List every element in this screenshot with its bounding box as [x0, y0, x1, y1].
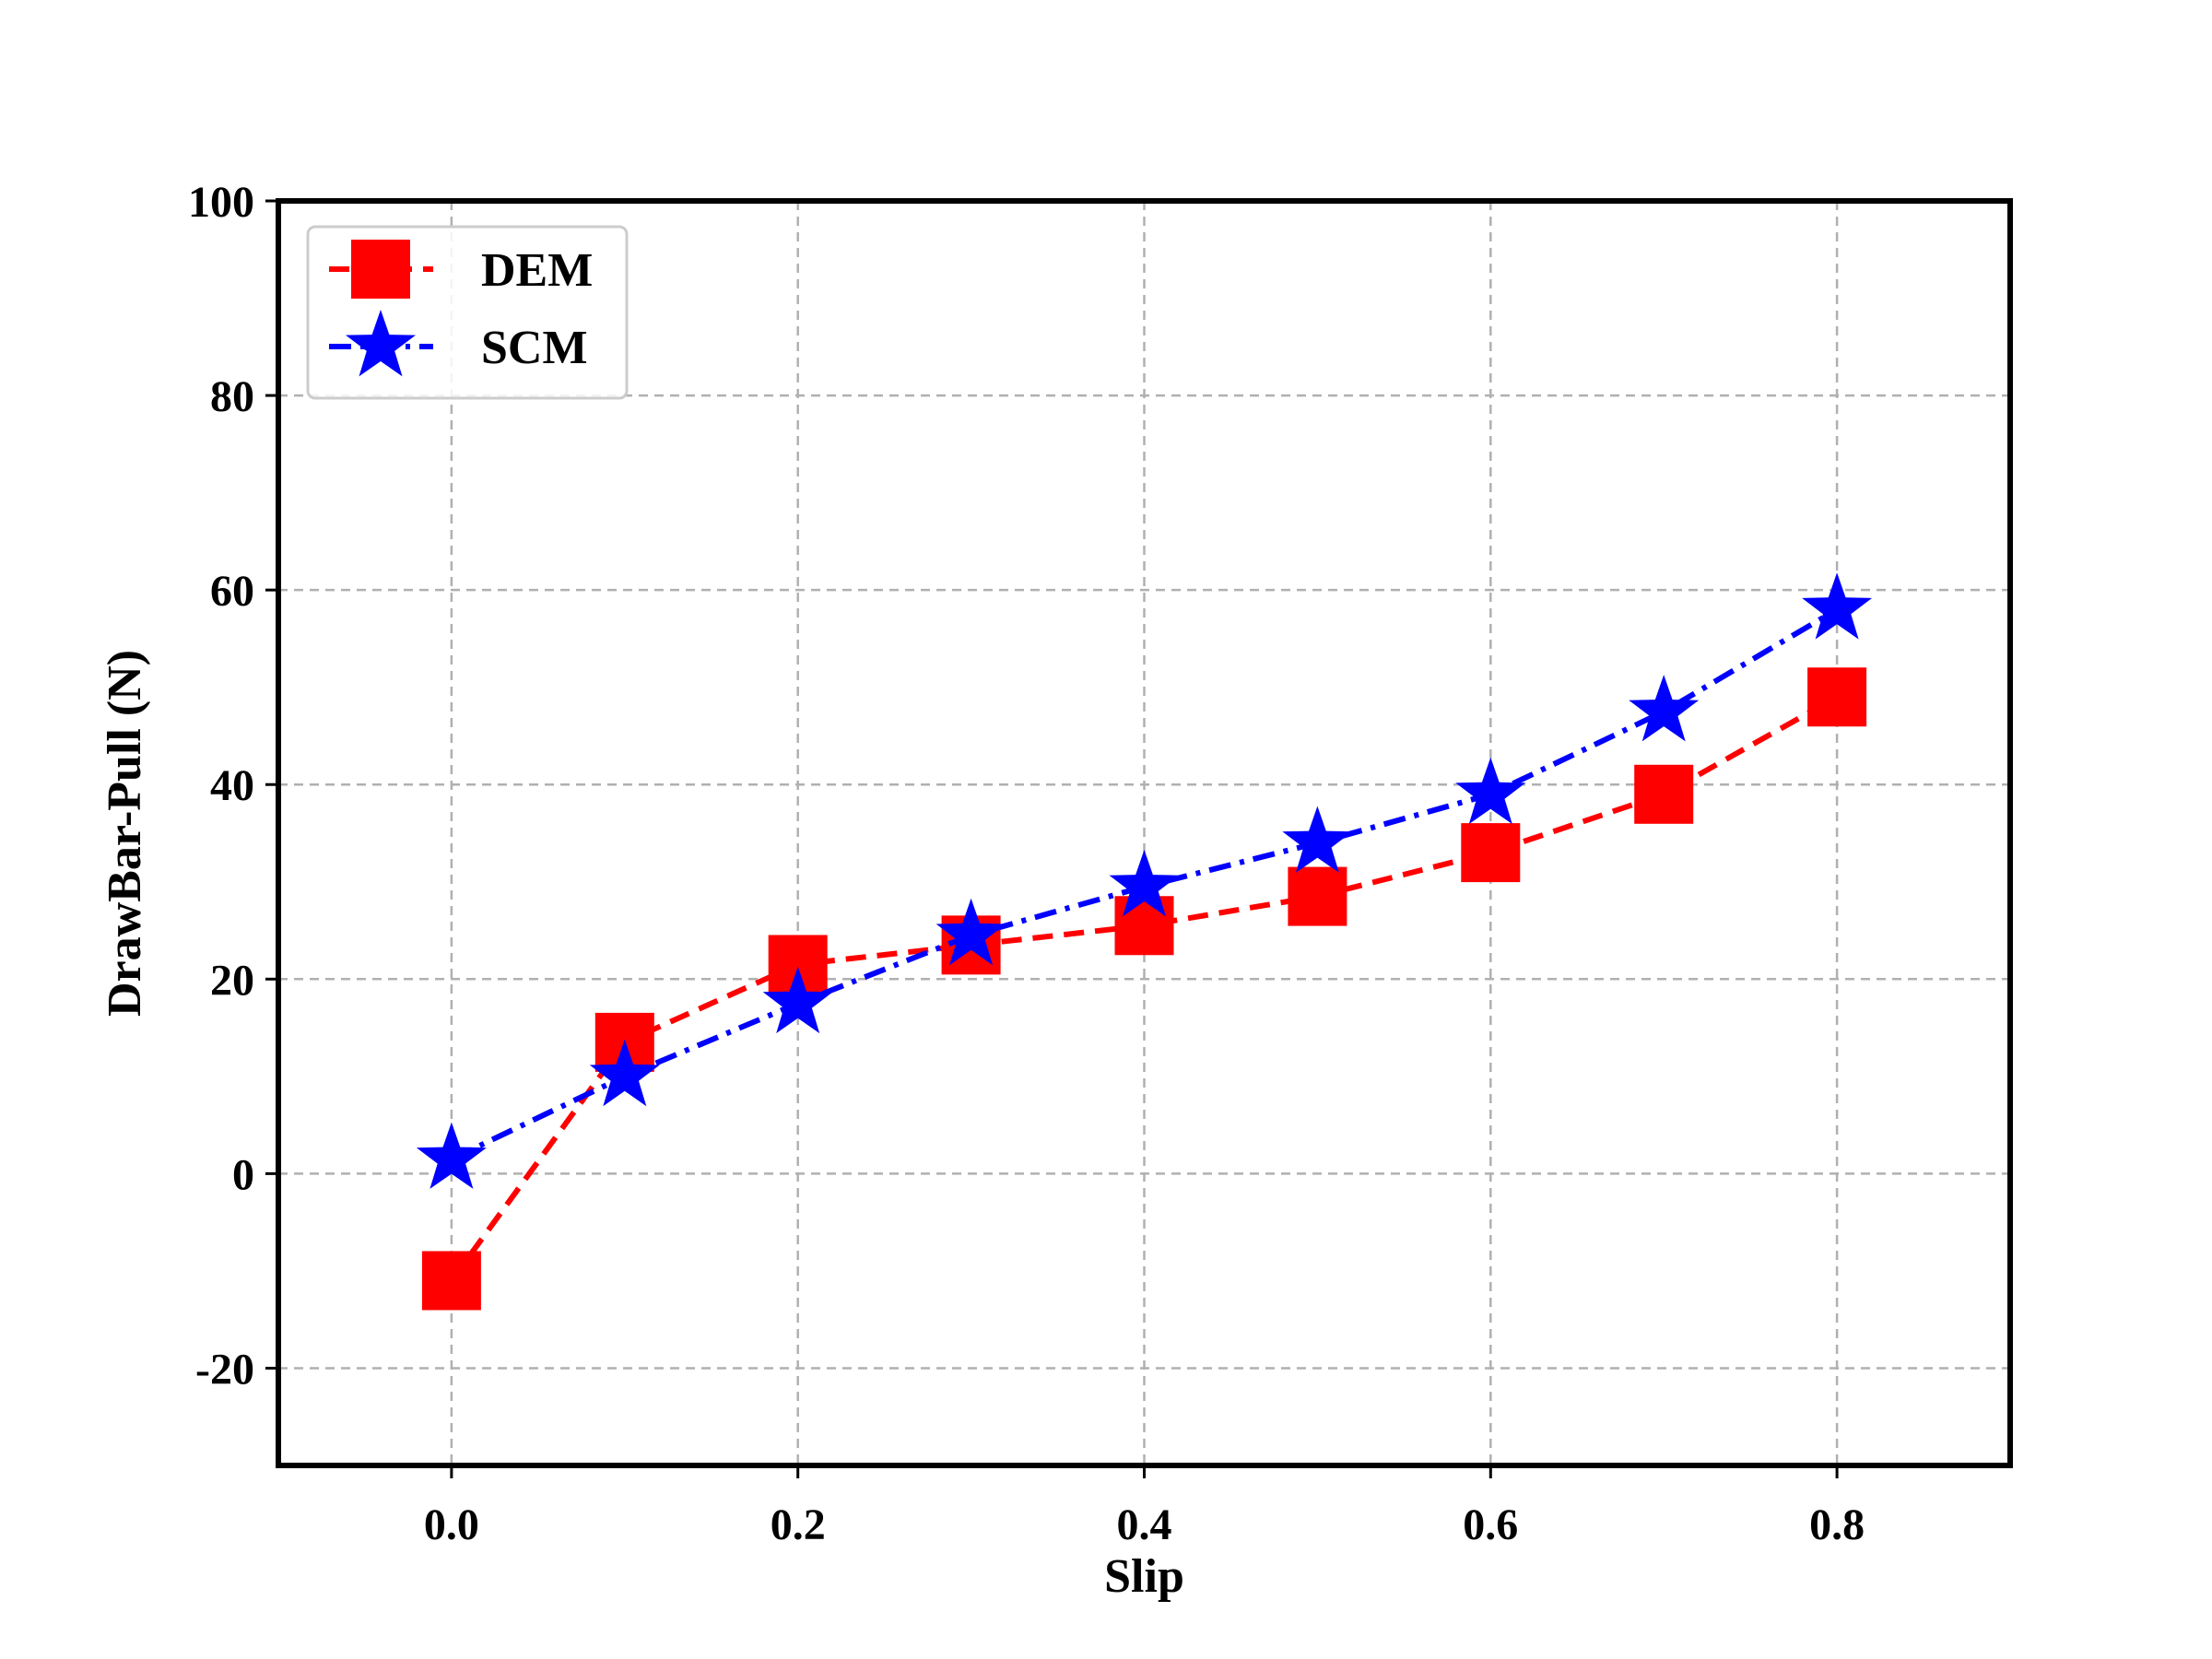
y-tick-label: 80 [210, 372, 254, 421]
legend-label-dem: DEM [481, 244, 593, 297]
legend-marker-dem [351, 240, 410, 299]
series-layer [416, 572, 1873, 1311]
y-tick-label: 60 [210, 567, 254, 616]
y-tick-label: 20 [210, 956, 254, 1005]
data-point-scm [1802, 572, 1873, 640]
data-point-scm [589, 1039, 660, 1107]
data-point-scm [1455, 757, 1526, 825]
series-line-scm [450, 606, 1839, 1162]
data-point-dem [1461, 823, 1521, 883]
y-tick-label: 40 [210, 761, 254, 810]
ticks: 0.0 0.2 0.4 0.6 0.8 -20 0 20 40 60 80 100 [188, 178, 1865, 1549]
grid [278, 199, 2010, 1465]
data-point-scm [1282, 806, 1353, 873]
data-point-dem [1114, 896, 1174, 956]
data-point-scm [1109, 850, 1180, 917]
data-point-dem [1634, 764, 1694, 824]
legend-marker-scm [346, 310, 416, 377]
y-axis-title: DrawBar-Pull (N) [99, 650, 151, 1017]
x-tick-label: 0.2 [771, 1500, 826, 1549]
data-point-dem [1288, 866, 1347, 926]
legend: DEM SCM [306, 225, 629, 400]
data-point-scm [1629, 675, 1700, 742]
x-tick-label: 0.4 [1117, 1500, 1172, 1549]
y-tick-label: 100 [188, 178, 254, 227]
x-tick-label: 0.0 [424, 1500, 479, 1549]
data-point-scm [416, 1122, 487, 1189]
data-point-dem [1807, 667, 1867, 727]
legend-label-scm: SCM [481, 322, 588, 374]
series-scm [416, 572, 1873, 1189]
x-axis-title: Slip [1104, 1550, 1184, 1603]
y-tick-label: -20 [195, 1345, 254, 1394]
y-tick-label: 0 [232, 1150, 254, 1199]
x-tick-label: 0.6 [1463, 1500, 1518, 1549]
x-tick-label: 0.8 [1809, 1500, 1865, 1549]
data-point-dem [421, 1251, 481, 1311]
data-point-scm [762, 966, 833, 1034]
series-dem [421, 667, 1867, 1311]
data-point-scm [935, 898, 1006, 966]
